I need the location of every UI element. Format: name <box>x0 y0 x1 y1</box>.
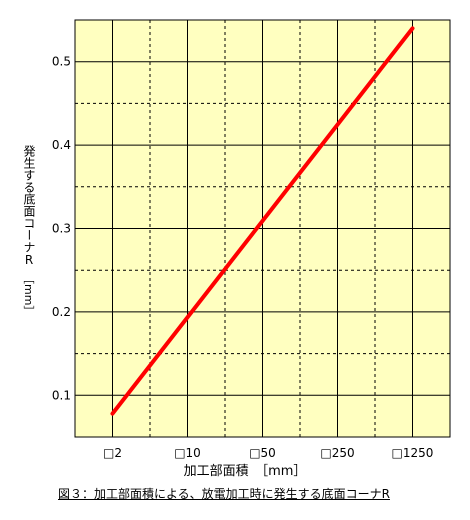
y-tick-label: 0.1 <box>52 388 71 402</box>
x-tick-label: □250 <box>320 446 354 460</box>
x-tick-label: □10 <box>174 446 201 460</box>
series-line <box>110 26 415 416</box>
x-axis-label: 加工部面積 ［mm］ <box>183 464 307 479</box>
y-axis-label: 発生する底面コーナR <box>22 145 36 267</box>
y-tick-label: 0.3 <box>52 222 71 236</box>
y-tick-label: 0.4 <box>52 138 71 152</box>
y-tick-label: 0.5 <box>52 55 71 69</box>
y-axis-label-block: 発生する底面コーナR ［mm］ <box>22 145 42 316</box>
plot-border <box>74 19 451 438</box>
y-tick-label: 0.2 <box>52 305 71 319</box>
x-tick-label: □50 <box>249 446 276 460</box>
figure-caption: 図３：加工部面積による、放電加工時に発生する底面コーナR <box>58 487 390 501</box>
x-tick-label: □2 <box>103 446 122 460</box>
y-axis-unit: ［mm］ <box>22 273 35 317</box>
x-tick-label: □1250 <box>392 446 434 460</box>
